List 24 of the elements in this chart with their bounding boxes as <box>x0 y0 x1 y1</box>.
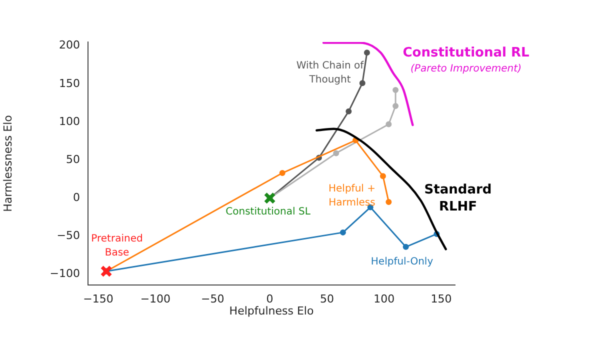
y-tick-label: 200 <box>59 38 80 52</box>
y-tick-label: −100 <box>50 267 80 280</box>
x-tick-label: 0 <box>266 292 274 306</box>
y-tick-label: −50 <box>56 229 80 242</box>
series-label: Pretrained Base <box>91 234 143 259</box>
y-tick-label: 50 <box>66 152 80 166</box>
y-tick-label: 0 <box>73 191 80 204</box>
x-tick-label: 50 <box>320 292 334 306</box>
y-tick-label: 100 <box>59 114 80 128</box>
x-tick-label: 100 <box>374 292 395 306</box>
x-tick-label: −50 <box>201 292 224 306</box>
x-tick-label: 150 <box>430 292 452 306</box>
series-label: Constitutional RL <box>402 45 530 60</box>
x-axis-title: Helpfulness Elo <box>229 304 314 318</box>
series-label: With Chain of Thought <box>296 60 364 86</box>
y-tick-label: 150 <box>59 76 80 90</box>
series-label: Helpful-Only <box>370 256 434 268</box>
x-tick-label: −100 <box>140 292 171 306</box>
series-label: Helpful + Harmless <box>328 184 376 209</box>
y-axis-title: Harmlessness Elo <box>1 114 14 212</box>
x-tick-label: −150 <box>83 292 114 306</box>
annotation: (Pareto Improvement) <box>410 64 522 75</box>
series-label: Standard RLHF <box>424 182 492 214</box>
series-label: Constitutional SL <box>226 206 311 218</box>
